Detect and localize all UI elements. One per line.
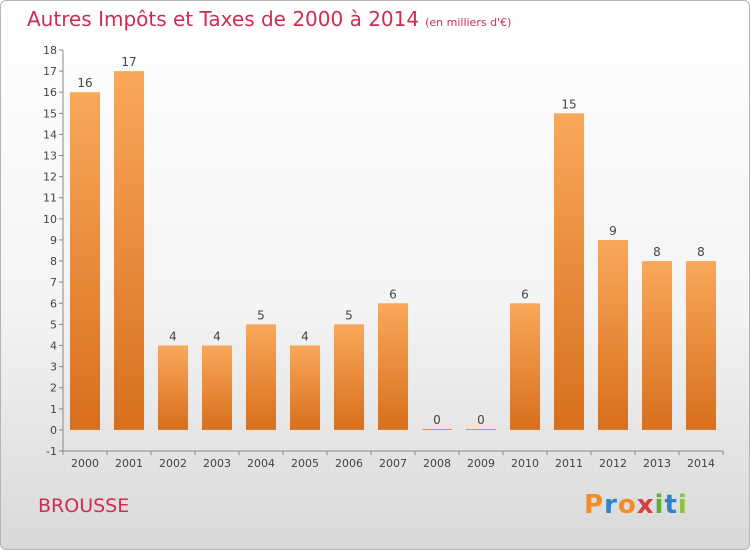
y-tick-label: 1 [50, 403, 57, 416]
bar [642, 261, 672, 430]
commune-name: BROUSSE [38, 495, 130, 517]
y-tick-label: 12 [43, 171, 57, 184]
data-label: 0 [433, 413, 441, 427]
bars [70, 71, 716, 430]
data-label: 15 [561, 97, 576, 111]
bar [246, 324, 276, 430]
y-tick-label: 13 [43, 150, 57, 163]
y-tick-label: 6 [50, 297, 57, 310]
bar [202, 345, 232, 430]
bar [422, 428, 452, 430]
data-label: 6 [389, 287, 397, 301]
y-tick-label: 15 [43, 107, 57, 120]
data-label: 5 [345, 308, 353, 322]
bar [290, 345, 320, 430]
data-label: 4 [213, 329, 221, 343]
y-tick-label: 0 [50, 424, 57, 437]
logo-letter: o [617, 490, 637, 520]
proxiti-logo: Proxiti [584, 490, 688, 520]
x-tick-label: 2010 [511, 457, 539, 470]
data-label: 16 [77, 76, 92, 90]
chart-title-main: Autres Impôts et Taxes de 2000 à 2014 [27, 7, 420, 31]
y-tick-label: 2 [50, 382, 57, 395]
data-label: 4 [169, 329, 177, 343]
bar [70, 92, 100, 430]
y-tick-label: 4 [50, 339, 57, 352]
data-label: 0 [477, 413, 485, 427]
chart-title: Autres Impôts et Taxes de 2000 à 2014 (en… [27, 7, 511, 31]
logo-letter: t [664, 490, 678, 520]
logo-letter: i [677, 490, 688, 520]
y-tick-label: 8 [50, 255, 57, 268]
data-label: 9 [609, 224, 617, 238]
data-label: 17 [121, 55, 136, 69]
x-tick-label: 2007 [379, 457, 407, 470]
x-tick-label: 2004 [247, 457, 275, 470]
x-tick-label: 2008 [423, 457, 451, 470]
x-tick-label: 2011 [555, 457, 583, 470]
x-tick-label: 2002 [159, 457, 187, 470]
x-axis: 2000 2001 2002 2003 2004 2005 2006 2007 2008 2009… [62, 450, 724, 470]
logo-letter: r [604, 490, 618, 520]
logo-letter: P [584, 490, 605, 520]
y-tick-label: -1 [46, 445, 57, 458]
x-tick-label: 2014 [687, 457, 715, 470]
y-tick-label: 11 [43, 192, 57, 205]
y-tick-label: 17 [43, 65, 57, 78]
x-tick-label: 2005 [291, 457, 319, 470]
logo-letter: x [636, 490, 655, 520]
data-label: 8 [697, 245, 705, 259]
x-tick-label: 2012 [599, 457, 627, 470]
y-tick-label: 14 [43, 128, 57, 141]
logo-letter: i [654, 490, 665, 520]
y-tick-label: 10 [43, 213, 57, 226]
bar [510, 303, 540, 430]
bar [114, 71, 144, 430]
x-tick-label: 2000 [71, 457, 99, 470]
bar [598, 239, 628, 430]
chart-title-unit: (en milliers d'€) [425, 16, 512, 29]
y-tick-label: 3 [50, 361, 57, 374]
data-label: 5 [257, 308, 265, 322]
x-tick-label: 2013 [643, 457, 671, 470]
bar [554, 113, 584, 430]
bar [378, 303, 408, 430]
x-tick-label: 2006 [335, 457, 363, 470]
y-tick-label: 18 [43, 44, 57, 57]
data-label: 6 [521, 287, 529, 301]
x-tick-label: 2009 [467, 457, 495, 470]
y-tick-label: 16 [43, 86, 57, 99]
y-tick-label: 7 [50, 276, 57, 289]
data-labels: 16 17 4 4 5 4 5 6 0 0 6 15 9 8 8 [77, 55, 704, 427]
data-label: 4 [301, 329, 309, 343]
y-tick-label: 5 [50, 318, 57, 331]
y-tick-label: 9 [50, 234, 57, 247]
x-tick-label: 2001 [115, 457, 143, 470]
bar [686, 261, 716, 430]
bar [334, 324, 364, 430]
x-tick-label: 2003 [203, 457, 231, 470]
bar [466, 428, 496, 430]
bar [158, 345, 188, 430]
data-label: 8 [653, 245, 661, 259]
